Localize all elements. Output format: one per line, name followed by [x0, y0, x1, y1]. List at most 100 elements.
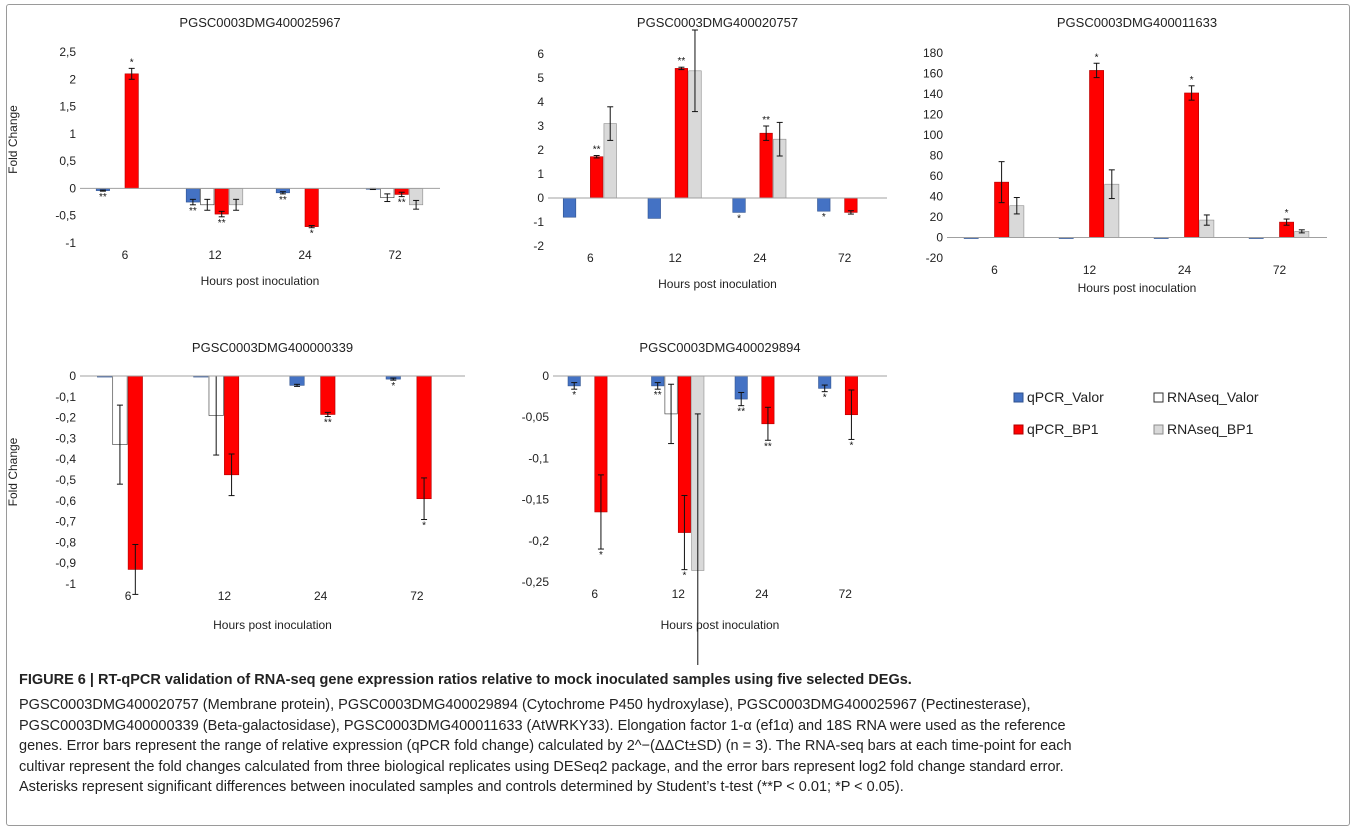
y-tick-label: 2,5	[59, 45, 76, 59]
y-tick-label: 60	[930, 169, 944, 183]
y-tick-label: -20	[926, 251, 944, 265]
x-tick-label: 6	[122, 248, 129, 262]
significance-label: **	[593, 145, 601, 156]
y-tick-label: 3	[537, 119, 544, 133]
y-tick-label: 1	[69, 127, 76, 141]
x-tick-label: 72	[839, 587, 853, 601]
x-axis-label: Hours post inoculation	[213, 618, 332, 632]
caption-line: cultivar represent the fold changes calc…	[19, 758, 1064, 775]
bar	[674, 68, 688, 199]
x-tick-label: 24	[755, 587, 769, 601]
legend-swatch	[1013, 392, 1024, 403]
significance-label: *	[737, 213, 741, 224]
x-tick-label: 6	[587, 251, 594, 265]
significance-label: *	[391, 381, 395, 392]
bar	[304, 188, 319, 227]
y-tick-label: -0,05	[522, 410, 550, 424]
bar	[732, 197, 746, 213]
significance-label: *	[1095, 52, 1099, 63]
bar	[1089, 70, 1104, 238]
y-tick-label: -0,2	[55, 411, 76, 425]
caption: FIGURE 6 | RT-qPCR validation of RNA-seq…	[19, 671, 1339, 798]
y-tick-label: -0,3	[55, 431, 76, 445]
caption-line: PGSC0003DMG400020757 (Membrane protein),…	[19, 697, 1031, 713]
y-tick-label: 0	[537, 191, 544, 205]
y-tick-label: -2	[533, 239, 544, 253]
significance-label: *	[823, 393, 827, 404]
significance-label: *	[310, 229, 314, 240]
significance-label: **	[279, 195, 287, 206]
chart-panel-5: PGSC0003DMG400029894 -0,25 -0,2 -0,15 -0,1 -0…	[522, 340, 887, 665]
chart-title: PGSC0003DMG400025967	[179, 15, 340, 30]
chart-panel-4: PGSC0003DMG400000339 -1 -0,9 -0,8 -0,7 -0,6 -0…	[7, 340, 465, 632]
x-axis-label: Hours post inoculation	[201, 274, 320, 288]
y-tick-label: -0,15	[522, 493, 550, 507]
y-tick-label: -1	[65, 577, 76, 591]
significance-label: **	[737, 407, 745, 418]
legend-swatch	[1153, 424, 1164, 435]
bar	[1184, 92, 1199, 238]
y-tick-label: 6	[537, 47, 544, 61]
bar	[759, 132, 773, 199]
x-tick-label: 24	[298, 248, 312, 262]
y-tick-label: -0,5	[55, 209, 76, 223]
significance-label: *	[1285, 208, 1289, 219]
bar	[817, 197, 831, 212]
x-tick-label: 72	[1273, 263, 1287, 277]
y-tick-label: 140	[923, 87, 943, 101]
x-axis-label: Hours post inoculation	[1078, 281, 1197, 295]
y-tick-label: -0,5	[55, 473, 76, 487]
y-tick-label: -0,4	[55, 452, 76, 466]
x-tick-label: 12	[218, 589, 232, 603]
y-tick-label: 2	[537, 143, 544, 157]
y-tick-label: -0,1	[528, 451, 549, 465]
y-tick-label: -0,6	[55, 494, 76, 508]
y-tick-label: 0,5	[59, 154, 76, 168]
y-tick-label: 1,5	[59, 100, 76, 114]
significance-label: *	[822, 212, 826, 223]
x-tick-label: 12	[672, 587, 686, 601]
y-tick-label: -0,9	[55, 556, 76, 570]
y-tick-label: 80	[930, 149, 944, 163]
chart-panel-3: PGSC0003DMG400011633 -20 0 20 40 60 80 100 120 14…	[923, 15, 1327, 295]
significance-label: *	[682, 571, 686, 582]
bar	[214, 188, 229, 215]
y-tick-label: 1	[537, 167, 544, 181]
significance-label: *	[572, 390, 576, 401]
y-tick-label: -0,7	[55, 515, 76, 529]
y-axis-label: Fold Change	[7, 437, 20, 506]
y-axis-label: Fold Change	[7, 105, 20, 174]
y-tick-label: 0	[69, 181, 76, 195]
x-axis-label: Hours post inoculation	[661, 618, 780, 632]
significance-label: **	[762, 115, 770, 126]
x-tick-label: 24	[1178, 263, 1192, 277]
chart-panel-1: PGSC0003DMG400025967 -1 -0,5 0 0,5 1 1,5 2 2,5 Fo…	[7, 15, 440, 288]
y-tick-label: -0,8	[55, 535, 76, 549]
chart-title: PGSC0003DMG400000339	[192, 340, 353, 355]
significance-label: *	[849, 440, 853, 451]
legend-label: qPCR_BP1	[1027, 421, 1099, 437]
x-tick-label: 24	[753, 251, 767, 265]
legend-swatch	[1013, 424, 1024, 435]
significance-label: **	[324, 418, 332, 429]
caption-line: Asterisks represent significant differen…	[19, 779, 904, 795]
caption-body: PGSC0003DMG400020757 (Membrane protein),…	[19, 695, 1339, 798]
significance-label: **	[189, 206, 197, 217]
significance-label: *	[599, 550, 603, 561]
y-tick-label: -0,25	[522, 575, 550, 589]
significance-label: **	[678, 56, 686, 67]
chart-title: PGSC0003DMG400029894	[639, 340, 800, 355]
x-tick-label: 72	[838, 251, 852, 265]
legend-label: RNAseq_BP1	[1167, 421, 1254, 437]
bar	[647, 197, 661, 219]
x-tick-label: 6	[125, 589, 132, 603]
y-tick-label: 180	[923, 46, 943, 60]
y-tick-label: -0,2	[528, 534, 549, 548]
x-axis-label: Hours post inoculation	[658, 277, 777, 291]
significance-label: **	[218, 218, 226, 229]
y-tick-label: -0,1	[55, 390, 76, 404]
y-tick-label: 40	[930, 190, 944, 204]
significance-label: *	[130, 57, 134, 68]
bar	[124, 73, 139, 189]
charts-area: PGSC0003DMG400025967 -1 -0,5 0 0,5 1 1,5 2 2,5 Fo…	[7, 15, 1327, 665]
